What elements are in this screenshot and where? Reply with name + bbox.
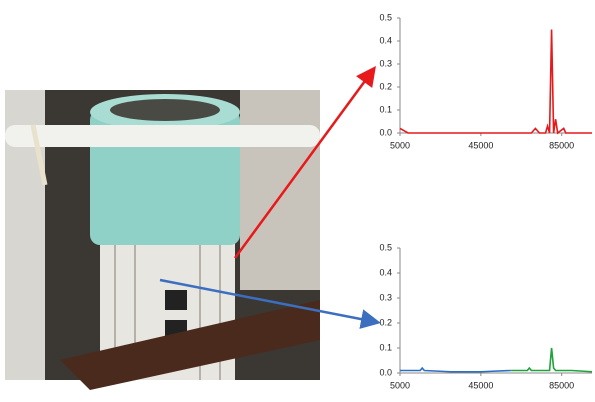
- y-tick-label: 0.4: [379, 35, 392, 45]
- y-tick-label: 0.5: [379, 242, 392, 252]
- x-tick-label: 5000: [390, 140, 410, 150]
- y-tick-label: 0.4: [379, 267, 392, 277]
- y-tick-label: 0.2: [379, 317, 392, 327]
- y-tick-label: 0.5: [379, 12, 392, 22]
- y-tick-label: 0.0: [379, 127, 392, 137]
- data-line: [511, 348, 592, 372]
- x-tick-label: 85000: [549, 380, 574, 390]
- y-tick-label: 0.0: [379, 367, 392, 377]
- y-tick-label: 0.2: [379, 81, 392, 91]
- data-line: [400, 368, 511, 372]
- data-line: [400, 30, 592, 134]
- y-tick-label: 0.1: [379, 342, 392, 352]
- x-tick-label: 45000: [468, 380, 493, 390]
- photo: [5, 90, 320, 390]
- y-tick-label: 0.3: [379, 58, 392, 68]
- x-tick-label: 85000: [549, 140, 574, 150]
- page: {"chart_data": [ {"type": "line", "xlim"…: [0, 0, 595, 402]
- x-tick-label: 45000: [468, 140, 493, 150]
- figure: 0.0 0.1 0.2 0.3 0.4 0.5 5000 45000 85000 0.0 0.1 0.…: [0, 0, 595, 397]
- y-tick-label: 0.1: [379, 104, 392, 114]
- x-tick-label: 5000: [390, 380, 410, 390]
- y-tick-label: 0.3: [379, 292, 392, 302]
